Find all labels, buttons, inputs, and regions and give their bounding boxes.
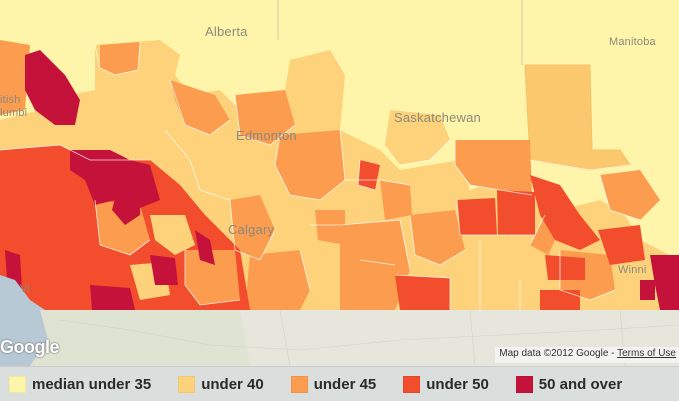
- label-manitoba: Manitoba: [609, 36, 656, 48]
- legend-item-over50: 50 and over: [515, 367, 623, 401]
- province-borders: [277, 0, 523, 65]
- region-under50-sask-2: [497, 190, 535, 235]
- region-under50-sask-6: [545, 255, 585, 280]
- region-under45-m: [315, 210, 345, 245]
- legend-item-under45: under 45: [290, 367, 377, 401]
- terrain-mountains: [30, 310, 250, 366]
- region-under50-sask-1: [457, 198, 497, 235]
- region-under45-bc-south2: [185, 250, 240, 305]
- region-over50-manitoba: [650, 255, 679, 310]
- water-strait: [0, 275, 45, 310]
- legend-item-under35: median under 35: [9, 367, 151, 401]
- choropleth-map[interactable]: Alberta Manitoba Saskatchewan Edmonton C…: [0, 0, 679, 366]
- legend-swatch-under40: [178, 375, 196, 393]
- legend: median under 35 under 40 under 45 under …: [0, 366, 679, 401]
- region-under50-manitoba-1: [598, 225, 645, 265]
- legend-label-under35: median under 35: [32, 375, 152, 393]
- region-under45-h: [245, 250, 310, 310]
- legend-label-under50: under 50: [426, 375, 489, 393]
- legend-item-under40: under 40: [178, 367, 264, 401]
- region-under45-i: [410, 210, 465, 265]
- region-under45-o: [0, 40, 30, 115]
- legend-label-over50: 50 and over: [538, 375, 623, 393]
- region-under45-g: [230, 195, 275, 260]
- region-under50-sask-4: [395, 275, 450, 310]
- legend-item-under50: under 50: [403, 367, 489, 401]
- region-over50-bc-east: [195, 230, 215, 265]
- terms-of-use-link[interactable]: Terms of Use: [617, 348, 676, 359]
- legend-swatch-under50: [403, 375, 421, 393]
- region-under45-b: [170, 80, 230, 135]
- region-under45-n: [600, 170, 660, 220]
- region-over50-bc-south: [90, 285, 135, 310]
- region-under50-sask-5: [540, 290, 580, 310]
- legend-label-under40: under 40: [201, 375, 264, 393]
- region-over50-manitoba-2: [640, 280, 655, 300]
- region-borders: [0, 41, 641, 310]
- label-winnipeg: Winni: [618, 264, 647, 276]
- label-victoria: Vi: [20, 283, 30, 295]
- legend-label-under45: under 45: [313, 375, 377, 393]
- legend-swatch-under45: [290, 375, 308, 393]
- region-under40-sask-north: [385, 110, 450, 165]
- region-over50-bc-north: [25, 50, 80, 125]
- region-under50-sask-3: [530, 175, 600, 250]
- region-under45-f: [340, 220, 410, 310]
- region-under45-k: [380, 180, 412, 220]
- region-under45-e: [455, 140, 532, 195]
- label-saskatchewan: Saskatchewan: [394, 110, 481, 125]
- map-canvas: [0, 0, 679, 366]
- map-attribution: Map data ©2012 Google - Terms of Use: [495, 347, 679, 363]
- region-under50-alta-east: [358, 160, 380, 190]
- region-under45-c: [235, 90, 295, 145]
- region-under45-d: [275, 130, 345, 200]
- attribution-text: Map data ©2012 Google -: [499, 348, 618, 359]
- label-british-columbia: itish lumbi: [0, 94, 28, 119]
- region-over50-bc-valley: [112, 180, 140, 225]
- google-logo[interactable]: Google: [0, 337, 60, 357]
- region-under45-a: [100, 42, 140, 75]
- label-calgary: Calgary: [228, 222, 275, 237]
- water-coast: [0, 310, 48, 366]
- legend-swatch-over50: [515, 375, 533, 393]
- legend-swatch-under35: [9, 375, 26, 393]
- region-over50-bc-kootenay: [150, 255, 178, 285]
- label-edmonton: Edmonton: [236, 128, 297, 143]
- label-alberta: Alberta: [205, 24, 248, 39]
- region-under40-bc-patch: [150, 215, 195, 255]
